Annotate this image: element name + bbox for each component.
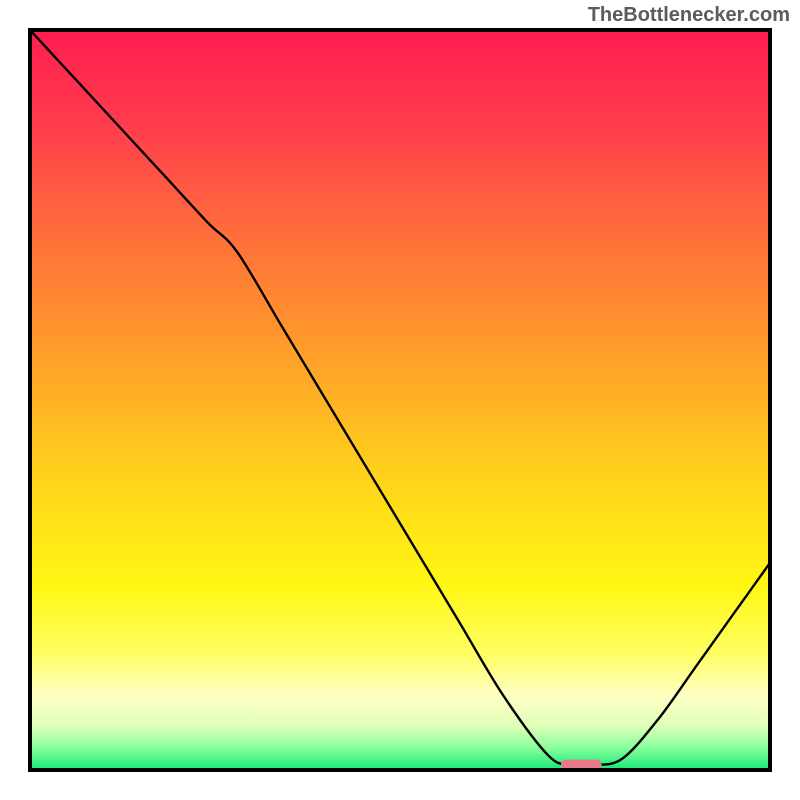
chart-container: TheBottlenecker.com [0,0,800,800]
bottleneck-chart [0,0,800,800]
plot-background [30,30,770,770]
watermark-text: TheBottlenecker.com [588,4,790,27]
